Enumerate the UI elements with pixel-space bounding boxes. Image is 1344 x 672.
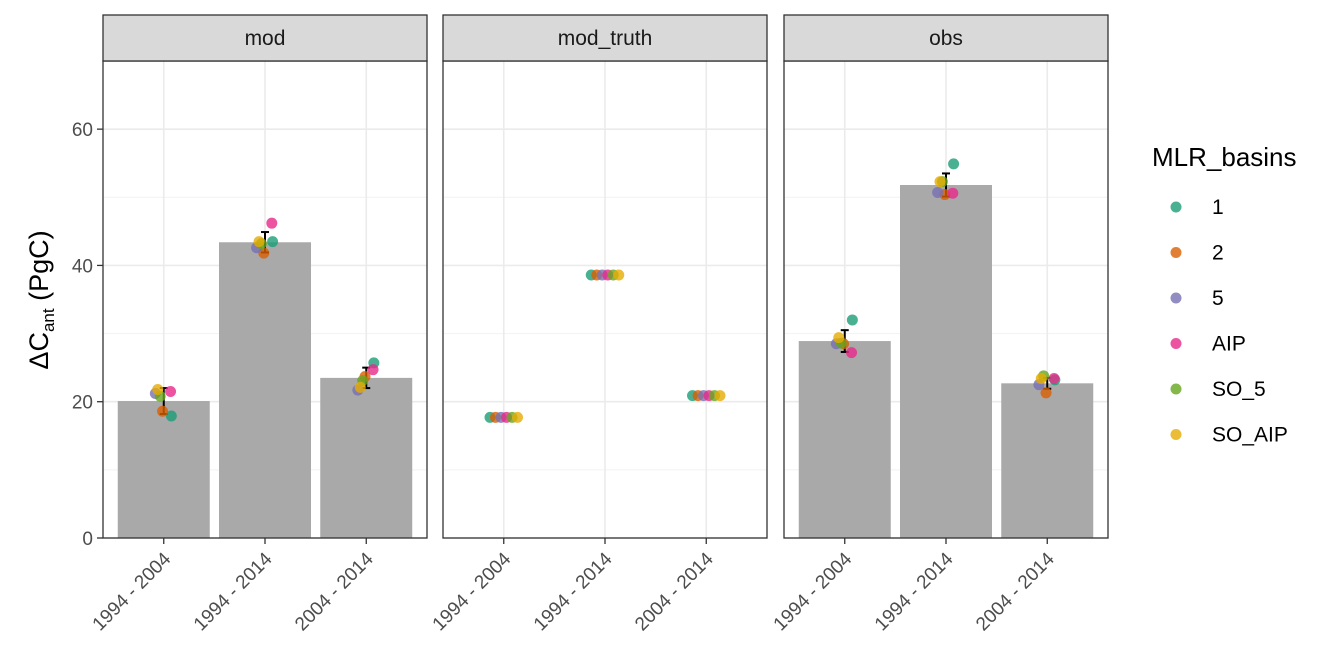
facet-mod: mod [102, 14, 428, 539]
facet-mod_truth: mod_truth [442, 14, 768, 539]
bar [798, 341, 891, 538]
legend-key-2 [1170, 247, 1182, 258]
facet-obs: obs [783, 14, 1109, 539]
y-tick-label: 40 [72, 256, 93, 277]
y-tick-label: 20 [72, 393, 93, 414]
legend-title: MLR_basins [1152, 142, 1297, 172]
x-tick-label: 1994 - 2004 [429, 548, 516, 635]
strip-background [442, 14, 768, 62]
data-point [266, 217, 278, 229]
data-point [1048, 373, 1060, 385]
bar [117, 401, 210, 538]
legend-label: SO_5 [1212, 378, 1266, 401]
data-point [165, 410, 177, 422]
data-point [932, 187, 944, 199]
data-point [1035, 373, 1047, 385]
data-point [846, 347, 858, 359]
x-tick-label: 1994 - 2014 [871, 548, 958, 635]
bar [320, 377, 413, 538]
y-tick-label: 0 [82, 529, 93, 550]
data-point [267, 236, 279, 248]
data-point [613, 269, 625, 281]
x-tick-label: 1994 - 2004 [770, 548, 857, 635]
legend-label: 1 [1212, 196, 1224, 219]
x-tick-label: 1994 - 2014 [190, 548, 277, 635]
data-point [948, 158, 960, 170]
bar [219, 242, 311, 538]
data-point [253, 236, 265, 248]
data-point [165, 385, 177, 397]
legend-key-SO_5 [1170, 383, 1182, 395]
legend-key-1 [1170, 201, 1182, 213]
strip-background [102, 14, 428, 62]
legend: MLR_basins 1 2 5 AIP SO_5 SO_AIP [1152, 142, 1297, 447]
data-point [367, 364, 379, 376]
legend-key-SO_AIP [1170, 429, 1182, 440]
strip-label: mod_truth [558, 27, 653, 50]
data-point [947, 187, 959, 199]
strip-background [783, 14, 1109, 62]
data-point [934, 176, 946, 188]
legend-label: AIP [1212, 333, 1246, 356]
legend-key-5 [1170, 292, 1182, 304]
bar [900, 185, 992, 538]
data-point [714, 390, 726, 402]
y-axis: 0 20 40 60 [72, 120, 103, 550]
facet-panels: mod mod_truth obs [102, 14, 1109, 539]
legend-label: SO_AIP [1212, 424, 1288, 447]
legend-key-AIP [1170, 338, 1182, 349]
y-axis-title-subscript: ant [39, 308, 58, 332]
y-axis-title-text: ΔCant (PgC) [24, 230, 58, 369]
x-tick-label: 2004 - 2014 [291, 548, 378, 635]
x-tick-label: 1994 - 2014 [530, 548, 617, 635]
data-point [354, 381, 366, 393]
x-axes: 1994 - 2004 1994 - 2014 2004 - 2014 1994 - … [89, 538, 1059, 635]
data-point [1040, 387, 1052, 399]
data-point [833, 332, 845, 344]
y-axis-title-symbol: ΔC [24, 332, 54, 370]
x-tick-label: 2004 - 2014 [631, 548, 718, 635]
data-point [152, 383, 164, 395]
legend-label: 2 [1212, 242, 1224, 265]
data-point [157, 405, 169, 417]
data-point [846, 314, 858, 326]
y-axis-title-unit: (PgC) [24, 230, 54, 308]
x-tick-label: 2004 - 2014 [972, 548, 1059, 635]
y-tick-label: 60 [72, 120, 93, 141]
data-point [512, 411, 523, 423]
bar [1001, 383, 1094, 538]
legend-label: 5 [1212, 287, 1224, 310]
x-tick-label: 1994 - 2004 [89, 548, 176, 635]
strip-label: obs [929, 27, 963, 50]
y-axis-title: ΔCant (PgC) [24, 230, 58, 369]
strip-label: mod [245, 27, 286, 50]
